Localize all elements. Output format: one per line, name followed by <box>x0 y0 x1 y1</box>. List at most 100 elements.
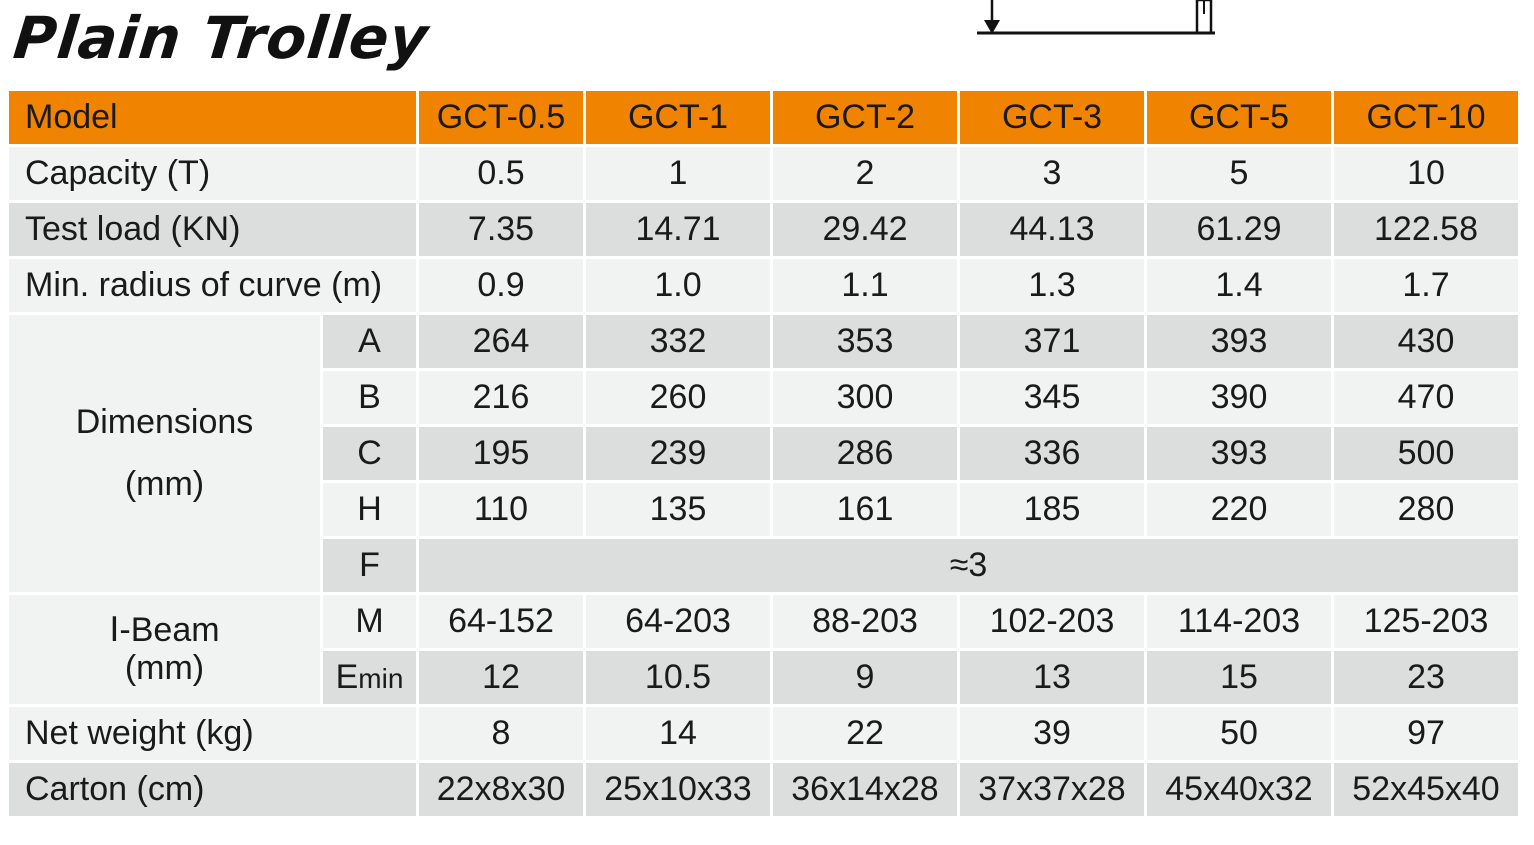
value-cell: 114-203 <box>1147 595 1331 648</box>
value-cell: 1.7 <box>1334 259 1518 312</box>
row-label: Test load (KN) <box>9 203 416 256</box>
dimension-a-row: Dimensions (mm) A 264 332 353 371 393 43… <box>9 315 1518 592</box>
value-cell: 39 <box>960 707 1144 760</box>
beam-label-line1: Ⅰ-Beam <box>109 611 220 650</box>
value-cell: 336 <box>960 427 1144 480</box>
value-cell: 216 <box>419 371 583 424</box>
value-cell: 122.58 <box>1334 203 1518 256</box>
value-cell: 125-203 <box>1334 595 1518 648</box>
value-cell: 345 <box>960 371 1144 424</box>
value-cell: 1.3 <box>960 259 1144 312</box>
value-cell: 29.42 <box>773 203 957 256</box>
page-title: Plain Trolley <box>10 4 433 72</box>
dimension-c-row: C 195 239 286 336 393 500 <box>9 427 1518 480</box>
value-cell: 135 <box>586 483 770 536</box>
value-cell: 10.5 <box>586 651 770 704</box>
value-cell: 10 <box>1334 147 1518 200</box>
value-cell: 88-203 <box>773 595 957 648</box>
value-cell: 195 <box>419 427 583 480</box>
merged-value-cell: ≈3 <box>419 539 1518 592</box>
value-cell: 371 <box>960 315 1144 368</box>
value-cell: 353 <box>773 315 957 368</box>
sub-label: H <box>323 483 416 536</box>
value-cell: 64-203 <box>586 595 770 648</box>
beam-label-line2: (mm) <box>124 648 205 687</box>
dimension-f-row: F ≈3 <box>9 539 1518 592</box>
row-label: Min. radius of curve (m) <box>9 259 416 312</box>
value-cell: 185 <box>960 483 1144 536</box>
value-cell: 97 <box>1334 707 1518 760</box>
value-cell: 1 <box>586 147 770 200</box>
value-cell: 430 <box>1334 315 1518 368</box>
value-cell: 110 <box>419 483 583 536</box>
value-cell: 470 <box>1334 371 1518 424</box>
value-cell: 260 <box>586 371 770 424</box>
value-cell: 13 <box>960 651 1144 704</box>
beam-emin-row: Emin 12 10.5 9 13 15 23 <box>9 651 1518 704</box>
value-cell: 44.13 <box>960 203 1144 256</box>
dimensions-label-line2: (mm) <box>124 464 205 503</box>
value-cell: 36x14x28 <box>773 763 957 816</box>
capacity-row: Capacity (T) 0.5 1 2 3 5 10 <box>9 147 1518 200</box>
value-cell: 0.5 <box>419 147 583 200</box>
emin-label-sub: min <box>358 663 404 694</box>
value-cell: 7.35 <box>419 203 583 256</box>
sub-label: B <box>323 371 416 424</box>
value-cell: 239 <box>586 427 770 480</box>
value-cell: 37x37x28 <box>960 763 1144 816</box>
emin-label-main: E <box>335 658 359 696</box>
value-cell: 15 <box>1147 651 1331 704</box>
value-cell: 2 <box>773 147 957 200</box>
model-cell: GCT-0.5 <box>419 91 583 144</box>
sub-label: F <box>323 539 416 592</box>
net-weight-row: Net weight (kg) 8 14 22 39 50 97 <box>9 707 1518 760</box>
test-load-row: Test load (KN) 7.35 14.71 29.42 44.13 61… <box>9 203 1518 256</box>
carton-row: Carton (cm) 22x8x30 25x10x33 36x14x28 37… <box>9 763 1518 816</box>
trolley-diagram-fragment <box>977 0 1215 35</box>
value-cell: 390 <box>1147 371 1331 424</box>
value-cell: 50 <box>1147 707 1331 760</box>
value-cell: 45x40x32 <box>1147 763 1331 816</box>
value-cell: 25x10x33 <box>586 763 770 816</box>
value-cell: 1.0 <box>586 259 770 312</box>
sub-label: M <box>323 595 416 648</box>
value-cell: 286 <box>773 427 957 480</box>
value-cell: 22x8x30 <box>419 763 583 816</box>
model-cell: GCT-10 <box>1334 91 1518 144</box>
row-label: Carton (cm) <box>9 763 416 816</box>
model-cell: GCT-5 <box>1147 91 1331 144</box>
value-cell: 1.1 <box>773 259 957 312</box>
value-cell: 14 <box>586 707 770 760</box>
value-cell: 332 <box>586 315 770 368</box>
value-cell: 64-152 <box>419 595 583 648</box>
value-cell: 220 <box>1147 483 1331 536</box>
model-cell: GCT-3 <box>960 91 1144 144</box>
value-cell: 1.4 <box>1147 259 1331 312</box>
value-cell: 0.9 <box>419 259 583 312</box>
row-label: Net weight (kg) <box>9 707 416 760</box>
spec-table: Model GCT-0.5 GCT-1 GCT-2 GCT-3 GCT-5 GC… <box>6 88 1521 819</box>
value-cell: 61.29 <box>1147 203 1331 256</box>
value-cell: 280 <box>1334 483 1518 536</box>
value-cell: 22 <box>773 707 957 760</box>
model-label: Model <box>9 91 416 144</box>
value-cell: 5 <box>1147 147 1331 200</box>
model-cell: GCT-2 <box>773 91 957 144</box>
min-radius-row: Min. radius of curve (m) 0.9 1.0 1.1 1.3… <box>9 259 1518 312</box>
value-cell: 264 <box>419 315 583 368</box>
value-cell: 393 <box>1147 427 1331 480</box>
dimensions-label: Dimensions (mm) <box>9 315 320 592</box>
value-cell: 23 <box>1334 651 1518 704</box>
value-cell: 102-203 <box>960 595 1144 648</box>
header-row: Model GCT-0.5 GCT-1 GCT-2 GCT-3 GCT-5 GC… <box>9 91 1518 144</box>
sub-label: A <box>323 315 416 368</box>
value-cell: 393 <box>1147 315 1331 368</box>
value-cell: 14.71 <box>586 203 770 256</box>
beam-label: Ⅰ-Beam (mm) <box>9 595 320 704</box>
value-cell: 300 <box>773 371 957 424</box>
value-cell: 161 <box>773 483 957 536</box>
dimensions-label-line1: Dimensions <box>75 403 254 442</box>
value-cell: 500 <box>1334 427 1518 480</box>
dimension-b-row: B 216 260 300 345 390 470 <box>9 371 1518 424</box>
value-cell: 8 <box>419 707 583 760</box>
